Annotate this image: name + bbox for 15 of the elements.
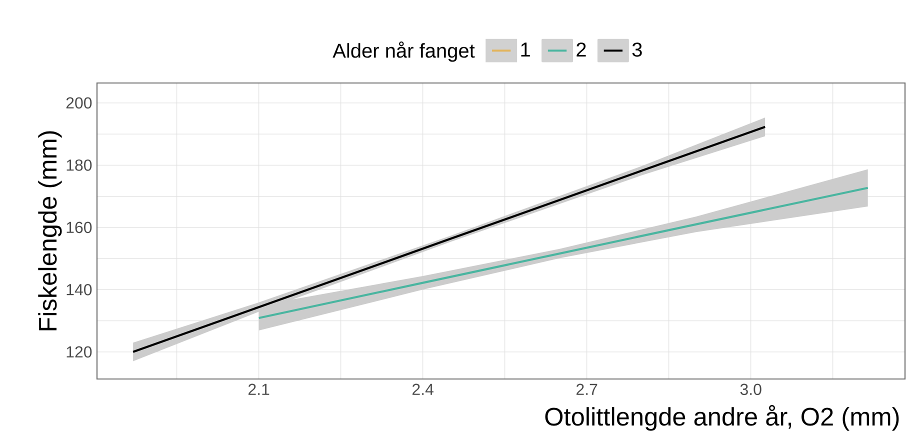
- y-tick-label: 200: [66, 97, 92, 109]
- legend-title: Alder når fanget: [332, 42, 475, 62]
- x-axis-title: Otolittlengde andre år, O2 (mm): [545, 405, 899, 431]
- x-tick-label: 2.7: [576, 384, 598, 395]
- x-tick-label: 2.4: [412, 384, 434, 395]
- y-tick-label: 160: [66, 222, 92, 234]
- y-tick-label: 120: [66, 346, 92, 358]
- legend-label: 2: [576, 42, 586, 57]
- x-tick-label: 3.0: [740, 384, 762, 396]
- y-tick-label: 180: [66, 160, 92, 171]
- legend-label: 1: [521, 42, 530, 56]
- y-tick-label: 140: [66, 284, 92, 296]
- y-axis-title: Fiskelengde (mm): [38, 131, 62, 330]
- legend-label: 3: [632, 42, 642, 57]
- x-tick-label: 2.1: [248, 384, 270, 395]
